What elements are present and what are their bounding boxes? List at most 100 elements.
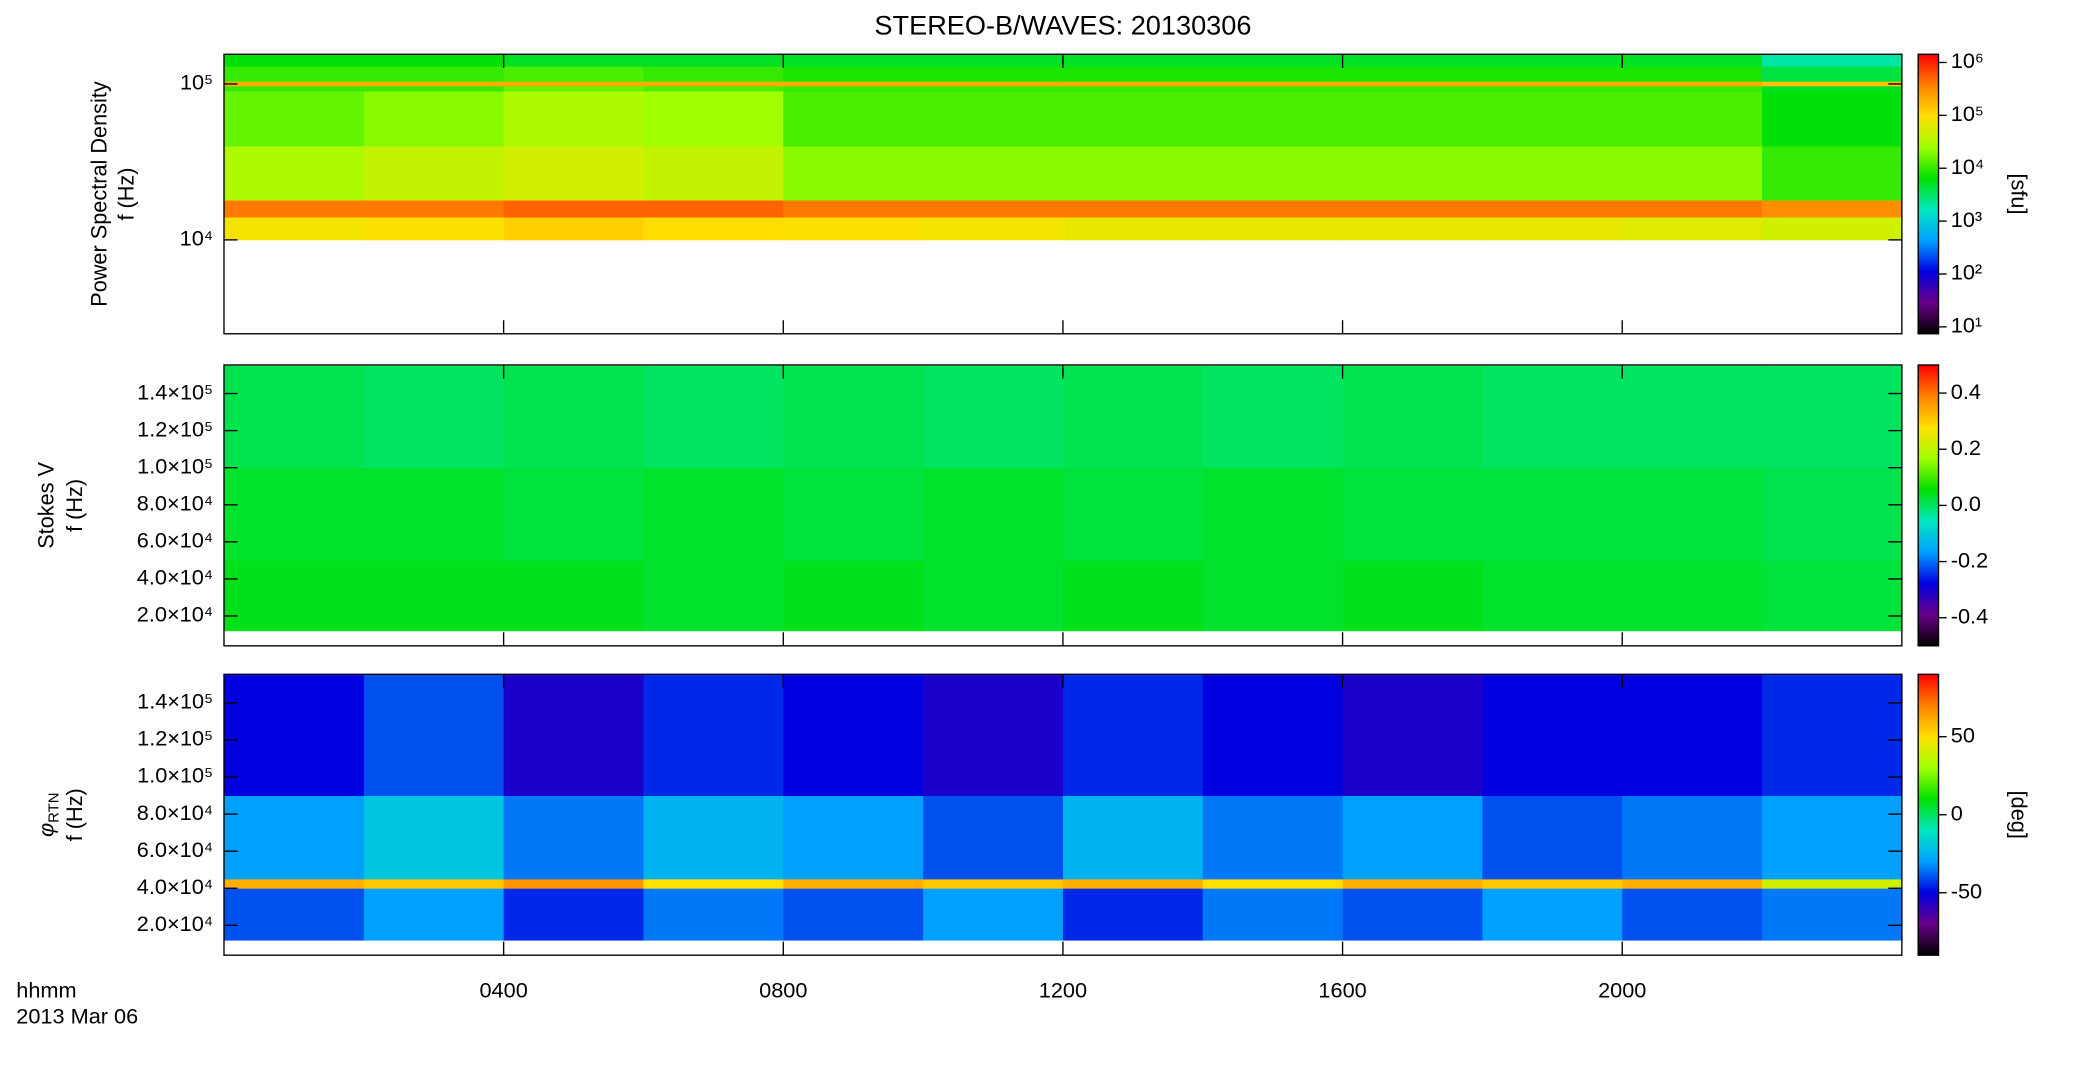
heatmap-cell	[1762, 217, 1903, 241]
heatmap-cell	[783, 560, 924, 632]
heatmap-cell	[503, 200, 645, 218]
y-axis-label-group: φRTN	[33, 792, 62, 837]
heatmap-cell	[783, 467, 924, 561]
heatmap-cell	[643, 365, 784, 469]
heatmap-cell	[1622, 675, 1763, 796]
colorbar-tick-label: 10²	[1951, 260, 1982, 285]
heatmap-cell	[1062, 66, 1204, 82]
heatmap-cell	[1482, 795, 1623, 880]
x-tick-label: 0400	[479, 978, 527, 1003]
heatmap-cell	[923, 365, 1064, 469]
colorbar-tick-label: -50	[1951, 879, 1982, 904]
heatmap-cell	[1342, 91, 1484, 147]
heatmap-cell	[503, 81, 645, 87]
heatmap-cell	[503, 86, 645, 92]
colorbar-label-group: [deg]	[2007, 791, 2032, 839]
x-axis-label: hhmm	[16, 978, 76, 1003]
heatmap-cell	[1202, 795, 1344, 880]
heatmap-cell	[363, 888, 505, 941]
heatmap-cell	[643, 66, 784, 82]
heatmap-cell	[363, 365, 505, 469]
heatmap-cell	[503, 365, 645, 469]
y-tick-label: 6.0×10⁴	[137, 837, 213, 862]
heatmap-cell	[923, 86, 1064, 92]
y-axis-label-group: f (Hz)	[113, 168, 138, 221]
y-tick-label: 1.0×10⁵	[137, 453, 213, 478]
y-tick-label: 1.4×10⁵	[137, 689, 213, 714]
heatmap-cell	[363, 91, 505, 147]
heatmap-cell	[1762, 91, 1903, 147]
heatmap-cell	[223, 878, 365, 889]
heatmap-cell	[1762, 560, 1903, 632]
heatmap-cell	[1202, 66, 1344, 82]
colorbar-tick-label: 0.2	[1951, 435, 1981, 460]
x-tick-label: 1200	[1039, 978, 1087, 1003]
heatmap-cell	[1762, 146, 1903, 201]
heatmap-cell	[923, 467, 1064, 561]
heatmap-cell	[1062, 795, 1204, 880]
y-axis-unit-label: f (Hz)	[113, 168, 138, 221]
heatmap-cell	[643, 675, 784, 796]
heatmap-cell	[1342, 675, 1484, 796]
heatmap-cell	[1342, 66, 1484, 82]
y-tick-label: 4.0×10⁴	[137, 565, 213, 590]
heatmap-cell	[1342, 878, 1484, 889]
heatmap-cell	[1762, 200, 1903, 218]
heatmap-cell	[643, 146, 784, 201]
heatmap-cell	[783, 66, 924, 82]
heatmap-cell	[223, 795, 365, 880]
heatmap-cell	[363, 200, 505, 218]
heatmap-cell	[783, 86, 924, 92]
heatmap-cell	[1062, 365, 1204, 469]
heatmap-cell	[1762, 878, 1903, 889]
heatmap-cell	[1342, 54, 1484, 67]
heatmap-cell	[1062, 81, 1204, 87]
heatmap-cell	[643, 81, 784, 87]
heatmap-cell	[1762, 66, 1903, 82]
heatmap-cell	[363, 795, 505, 880]
heatmap-cell	[223, 365, 365, 469]
heatmap-cell	[503, 217, 645, 241]
heatmap-cell	[1062, 560, 1204, 632]
heatmap-cell	[783, 888, 924, 941]
y-axis-unit-label: f (Hz)	[62, 788, 87, 841]
heatmap-cell	[1622, 66, 1763, 82]
colorbar-tick-label: 50	[1951, 722, 1975, 747]
heatmap-cell	[1062, 146, 1204, 201]
heatmap-cell	[363, 146, 505, 201]
heatmap-cell	[1202, 146, 1344, 201]
colorbar-label-group: [sfu]	[2007, 174, 2032, 215]
heatmap-cell	[1622, 81, 1763, 87]
heatmap-cell	[1622, 560, 1763, 632]
heatmap-cell	[923, 200, 1064, 218]
heatmap-cell	[363, 54, 505, 67]
x-tick-label: 1600	[1318, 978, 1366, 1003]
heatmap-cell	[1622, 217, 1763, 241]
heatmap-cell	[223, 91, 365, 147]
heatmap-cell	[1202, 365, 1344, 469]
heatmap-cell	[1482, 888, 1623, 941]
colorbar-tick-label: -0.2	[1951, 547, 1988, 572]
heatmap-cell	[1622, 467, 1763, 561]
y-tick-label: 2.0×10⁴	[137, 911, 213, 936]
heatmap-cell	[503, 675, 645, 796]
heatmap-cell	[1342, 365, 1484, 469]
heatmap-cell	[783, 54, 924, 67]
heatmap-cell	[923, 81, 1064, 87]
heatmap-cell	[923, 878, 1064, 889]
colorbar-tick-label: 10⁴	[1951, 154, 1984, 179]
heatmap-cell	[1482, 675, 1623, 796]
heatmap-cell	[1342, 86, 1484, 92]
heatmap-cell	[1482, 200, 1623, 218]
heatmap-cell	[643, 217, 784, 241]
heatmap-cell	[1202, 560, 1344, 632]
heatmap-cell	[1762, 467, 1903, 561]
heatmap-cell	[1062, 878, 1204, 889]
heatmap-cell	[1202, 91, 1344, 147]
heatmap-cell	[1202, 54, 1344, 67]
colorbar-tick-label: 0.4	[1951, 379, 1981, 404]
y-axis-label: φRTN	[33, 792, 62, 837]
heatmap-cell	[643, 54, 784, 67]
heatmap-cell	[1622, 795, 1763, 880]
heatmap-cell	[643, 91, 784, 147]
